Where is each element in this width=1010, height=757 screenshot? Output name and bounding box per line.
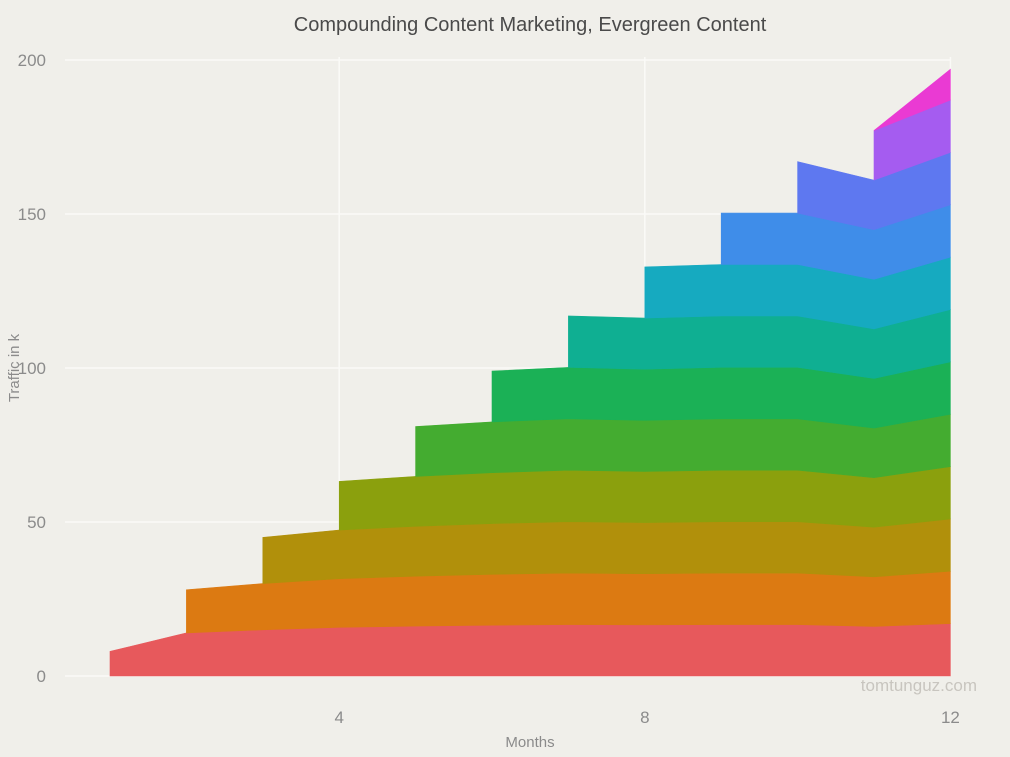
- area-series-group: [109, 68, 951, 677]
- axis-tick-labels: 0 50 100 150 200 4 8 12: [18, 51, 960, 727]
- y-tick-label-150: 150: [18, 205, 46, 224]
- x-tick-label-4: 4: [334, 708, 343, 727]
- watermark-text: tomtunguz.com: [861, 676, 977, 695]
- x-tick-label-12: 12: [941, 708, 960, 727]
- area-launched-month-12: [873, 68, 951, 131]
- y-tick-label-200: 200: [18, 51, 46, 70]
- x-tick-label-8: 8: [640, 708, 649, 727]
- y-tick-label-100: 100: [18, 359, 46, 378]
- y-axis-title: Traffic in k: [6, 333, 23, 402]
- chart-title: Compounding Content Marketing, Evergreen…: [294, 14, 767, 36]
- area-launched-month-1: [109, 623, 951, 677]
- y-tick-label-50: 50: [27, 513, 46, 532]
- x-axis-title: Months: [505, 734, 554, 751]
- y-tick-label-0: 0: [37, 667, 46, 686]
